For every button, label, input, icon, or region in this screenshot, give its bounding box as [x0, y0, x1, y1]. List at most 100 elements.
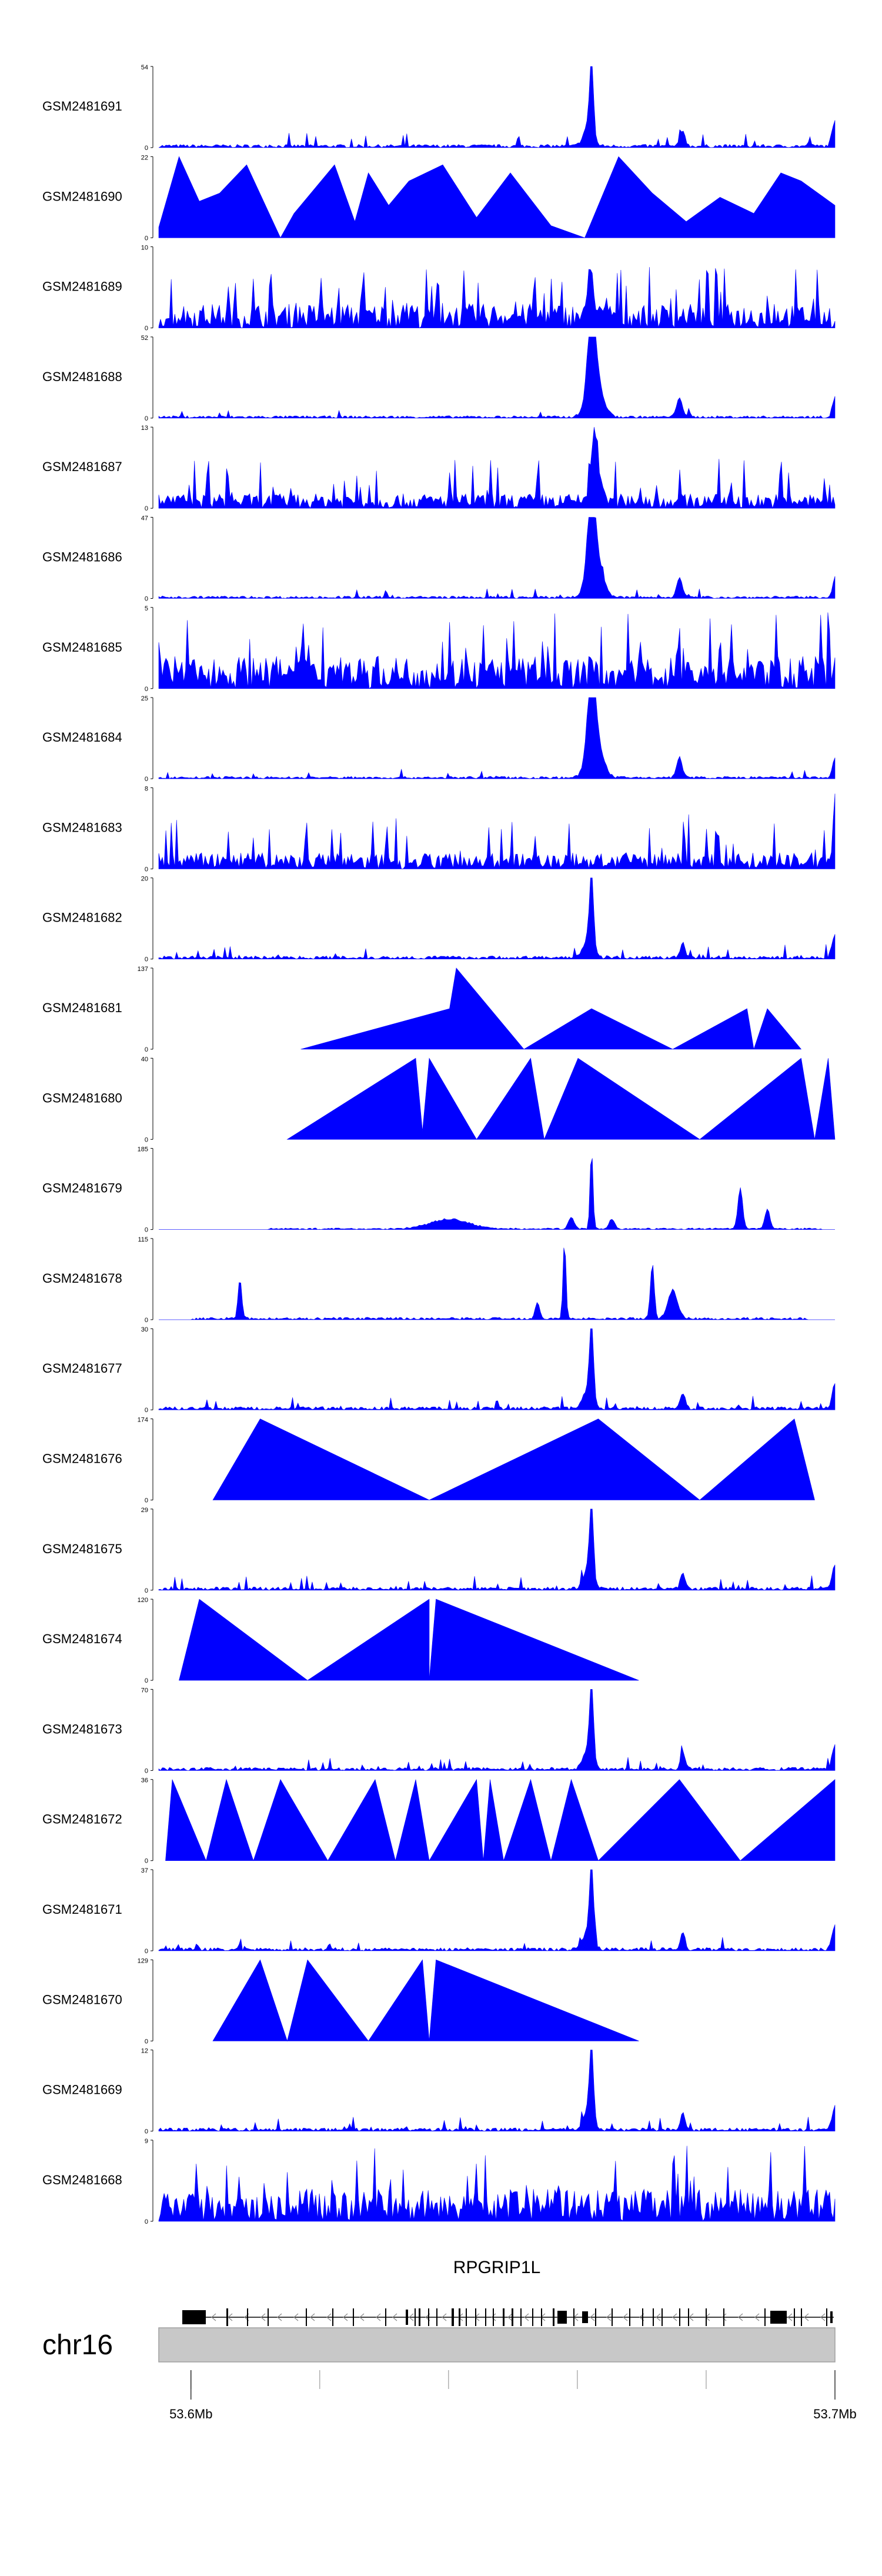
exon — [770, 2311, 787, 2324]
exon — [629, 2308, 630, 2326]
y-tick-label-zero: 0 — [145, 686, 148, 693]
chromosome-label: chr16 — [42, 2330, 113, 2361]
exon — [541, 2308, 542, 2326]
strand-arrow — [392, 2313, 397, 2321]
track-label: GSM2481683 — [42, 820, 122, 835]
exon — [662, 2308, 663, 2326]
exon — [268, 2308, 269, 2326]
track-GSM2481689: GSM2481689 10 0 — [42, 245, 836, 332]
coverage-area — [158, 156, 836, 238]
y-tick-label-max: 37 — [141, 1867, 148, 1874]
strand-arrow — [376, 2313, 381, 2321]
strand-arrow — [590, 2313, 595, 2321]
exon — [688, 2308, 689, 2326]
track-GSM2481681: GSM2481681 137 0 — [42, 966, 802, 1053]
track-label: GSM2481672 — [42, 1812, 122, 1827]
y-tick-label-zero: 0 — [145, 2218, 148, 2225]
gene-label: RPGRIP1L — [453, 2258, 540, 2277]
track-GSM2481676: GSM2481676 174 0 — [42, 1417, 815, 1504]
strand-arrow — [409, 2313, 414, 2321]
y-tick-label-zero: 0 — [145, 1587, 148, 1594]
coverage-area — [158, 2050, 836, 2132]
track-GSM2481672: GSM2481672 36 0 — [42, 1777, 836, 1865]
strand-arrow — [820, 2313, 826, 2321]
coverage-area — [286, 1057, 836, 1140]
strand-arrow — [754, 2313, 760, 2321]
y-tick-label-max: 25 — [141, 695, 148, 702]
track-GSM2481677: GSM2481677 30 0 — [42, 1326, 836, 1414]
y-tick-label-max: 36 — [141, 1777, 148, 1784]
track-label: GSM2481685 — [42, 640, 122, 655]
coverage-area — [158, 336, 836, 419]
y-tick-label-max: 13 — [141, 425, 148, 432]
ideogram-track: chr16 — [42, 2327, 836, 2363]
strand-arrow — [260, 2313, 266, 2321]
y-tick-label-zero: 0 — [145, 596, 148, 603]
track-GSM2481671: GSM2481671 37 0 — [42, 1867, 836, 1955]
coverage-area — [165, 1778, 836, 1861]
track-label: GSM2481673 — [42, 1721, 122, 1736]
y-tick-label-max: 70 — [141, 1687, 148, 1694]
strand-arrow — [804, 2313, 809, 2321]
track-label: GSM2481686 — [42, 550, 122, 565]
y-tick-label-zero: 0 — [145, 1858, 148, 1865]
track-label: GSM2481690 — [42, 189, 122, 203]
track-GSM2481683: GSM2481683 8 0 — [42, 785, 836, 873]
track-label: GSM2481680 — [42, 1090, 122, 1105]
coverage-area — [158, 1509, 836, 1591]
strand-arrow — [507, 2313, 513, 2321]
track-label: GSM2481676 — [42, 1451, 122, 1466]
y-tick-label-zero: 0 — [145, 776, 148, 783]
track-label: GSM2481682 — [42, 910, 122, 925]
exon — [826, 2308, 827, 2326]
y-tick-label-max: 129 — [138, 1957, 148, 1964]
exon — [612, 2308, 613, 2326]
y-tick-label-zero: 0 — [145, 2128, 148, 2135]
tracks-group: GSM2481691540GSM2481690220GSM2481689100G… — [42, 64, 836, 2225]
exon — [706, 2308, 707, 2326]
exon — [520, 2308, 522, 2326]
y-tick-label-zero: 0 — [145, 1136, 148, 1143]
track-label: GSM2481674 — [42, 1631, 122, 1646]
exon — [385, 2308, 386, 2326]
coverage-area — [158, 2145, 836, 2222]
exon — [512, 2308, 513, 2326]
track-GSM2481684: GSM2481684 25 0 — [42, 695, 836, 783]
exon — [452, 2308, 454, 2326]
y-tick-label-zero: 0 — [145, 1407, 148, 1414]
strand-arrow — [672, 2313, 677, 2321]
exon — [459, 2308, 460, 2326]
coverage-area — [158, 1328, 836, 1410]
exon — [653, 2308, 654, 2326]
track-label: GSM2481684 — [42, 730, 122, 745]
coverage-area — [159, 1158, 835, 1230]
strand-arrow — [623, 2313, 628, 2321]
exon — [582, 2311, 588, 2323]
exon — [595, 2308, 596, 2326]
exon — [428, 2308, 429, 2326]
coverage-area — [158, 1689, 836, 1771]
y-tick-label-max: 5 — [145, 605, 148, 612]
y-tick-label-max: 52 — [141, 335, 148, 342]
y-tick-label-zero: 0 — [145, 1227, 148, 1234]
y-tick-label-max: 120 — [138, 1597, 148, 1604]
strand-arrow — [656, 2313, 661, 2321]
gene-track: RPGRIP1L — [182, 2258, 834, 2326]
exon — [553, 2308, 554, 2326]
y-tick-label-zero: 0 — [145, 1497, 148, 1504]
coverage-area — [158, 793, 836, 870]
y-tick-label-zero: 0 — [145, 2038, 148, 2045]
track-GSM2481690: GSM2481690 22 0 — [42, 154, 836, 242]
y-tick-label-max: 9 — [145, 2138, 148, 2145]
track-GSM2481680: GSM2481680 40 0 — [42, 1056, 836, 1143]
track-GSM2481670: GSM2481670 129 0 — [42, 1957, 639, 2045]
gene-model — [182, 2308, 834, 2326]
coverage-area — [158, 267, 836, 329]
exon — [679, 2308, 680, 2326]
strand-arrow — [787, 2313, 793, 2321]
exon — [830, 2311, 833, 2323]
track-GSM2481682: GSM2481682 20 0 — [42, 876, 836, 963]
strand-arrow — [293, 2313, 299, 2321]
y-tick-label-max: 20 — [141, 876, 148, 883]
exon — [406, 2310, 408, 2325]
